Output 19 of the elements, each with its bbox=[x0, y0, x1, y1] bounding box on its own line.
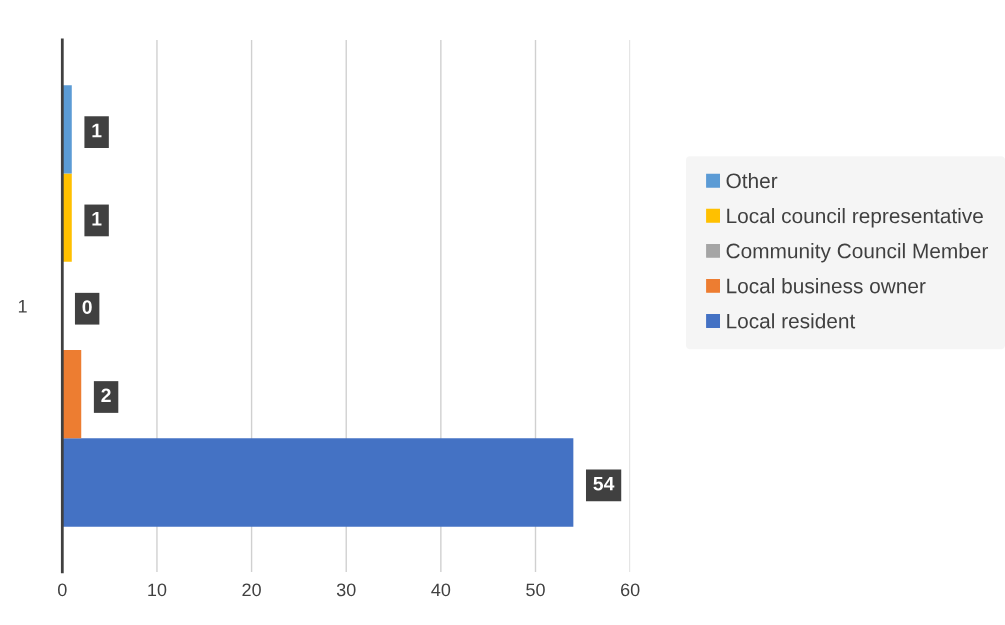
x-tick-label: 10 bbox=[148, 583, 167, 597]
x-tick-label: 20 bbox=[242, 583, 261, 597]
x-tick-label: 30 bbox=[336, 583, 356, 597]
x-tick-label: 40 bbox=[431, 583, 451, 597]
legend-label: Local council representative bbox=[727, 207, 983, 228]
data-label: 54 bbox=[593, 476, 615, 491]
bar bbox=[62, 438, 574, 527]
data-label: 0 bbox=[82, 300, 92, 314]
data-label: 2 bbox=[101, 388, 111, 403]
data-label: 1 bbox=[92, 123, 102, 138]
legend-label: Other bbox=[726, 172, 778, 189]
legend-label: Community Council Member bbox=[726, 243, 989, 263]
legend-label: Local resident bbox=[727, 313, 856, 329]
x-tick-label: 60 bbox=[621, 583, 640, 597]
x-tick-label: 50 bbox=[526, 583, 545, 597]
data-label: 1 bbox=[92, 212, 102, 226]
legend-label: Local business owner bbox=[727, 278, 926, 294]
x-tick-label: 0 bbox=[58, 583, 67, 597]
bar bbox=[62, 350, 82, 439]
